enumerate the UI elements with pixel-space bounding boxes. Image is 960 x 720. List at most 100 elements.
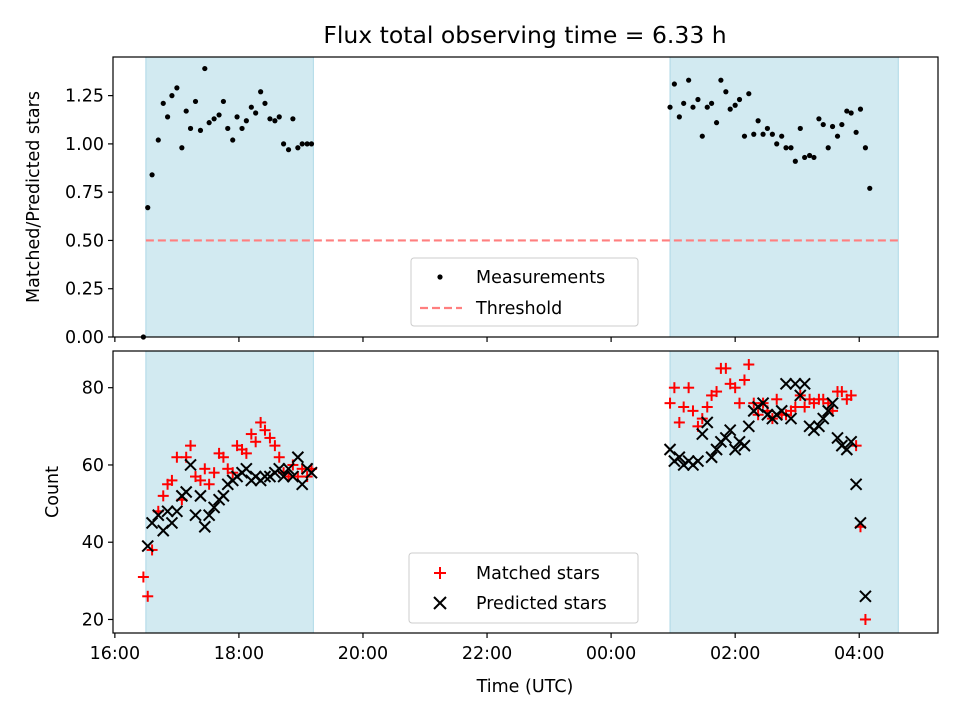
predicted-star-point bbox=[817, 412, 830, 425]
measurement-point bbox=[183, 108, 189, 114]
measurement-point bbox=[746, 91, 752, 97]
measurement-point bbox=[179, 145, 185, 151]
ratio-legend-box bbox=[410, 257, 639, 327]
measurement-point bbox=[848, 110, 854, 116]
matched-star-point bbox=[845, 389, 857, 401]
measurement-point bbox=[792, 158, 798, 164]
measurement-point bbox=[686, 77, 692, 83]
ratio-panel-frame bbox=[112, 56, 939, 338]
predicted-star-point bbox=[691, 454, 705, 468]
x-tick-label: 22:00 bbox=[462, 644, 512, 664]
measurement-point bbox=[220, 98, 227, 105]
measurement-point bbox=[769, 131, 775, 137]
predicted-star-point bbox=[794, 389, 807, 402]
matched-star-point bbox=[208, 467, 220, 479]
predicted-star-point bbox=[194, 489, 207, 503]
measurement-point bbox=[713, 120, 720, 126]
predicted-star-point bbox=[202, 508, 216, 522]
matched-star-point bbox=[859, 613, 871, 625]
measurement-point bbox=[816, 116, 822, 122]
predicted-star-point bbox=[723, 423, 737, 437]
x-tick-label: 04:00 bbox=[834, 644, 884, 664]
measurement-point bbox=[708, 100, 715, 106]
measurement-point bbox=[732, 102, 738, 108]
measurement-point bbox=[820, 121, 826, 128]
count-legend-box bbox=[408, 552, 639, 624]
measurement-point bbox=[723, 89, 729, 95]
measurement-point bbox=[797, 125, 803, 132]
predicted-star-point bbox=[779, 377, 793, 391]
matched-star-point bbox=[194, 474, 206, 486]
predicted-star-point bbox=[189, 508, 202, 522]
measurement-point bbox=[248, 104, 254, 110]
predicted-star-point bbox=[798, 377, 811, 391]
predicted-star-point bbox=[738, 439, 751, 452]
ratio-panel: 0.00 0.25 0.50 0.75 1.00 1.25 Matched/Predict… bbox=[24, 56, 939, 348]
x-tick-label: 02:00 bbox=[710, 644, 760, 664]
matched-star-point bbox=[743, 359, 755, 371]
measurement-point bbox=[751, 131, 757, 137]
matched-star-point bbox=[789, 401, 801, 413]
matched-star-point bbox=[203, 478, 215, 490]
measurement-point bbox=[802, 154, 808, 161]
measurement-point bbox=[290, 116, 296, 122]
measurement-point bbox=[280, 141, 287, 147]
measurement-point bbox=[811, 154, 817, 161]
count-ytick-label: 80 bbox=[82, 379, 104, 399]
measurement-point bbox=[699, 133, 705, 139]
predicted-star-point bbox=[663, 443, 677, 456]
measurement-point bbox=[230, 137, 236, 143]
matched-star-point bbox=[720, 362, 732, 374]
predicted-star-point bbox=[217, 489, 230, 503]
count-ytick-label: 60 bbox=[82, 456, 104, 476]
ratio-ytick-label: 1.25 bbox=[65, 87, 104, 107]
observing-window-1 bbox=[145, 56, 314, 338]
measurement-point bbox=[862, 145, 869, 151]
measurement-point bbox=[718, 77, 724, 83]
measurement-point bbox=[774, 141, 780, 147]
measurement-point bbox=[806, 152, 813, 159]
predicted-star-point bbox=[198, 520, 212, 533]
measurement-point bbox=[690, 104, 696, 110]
measurement-point bbox=[267, 116, 273, 122]
matched-star-point bbox=[664, 397, 676, 409]
predicted-star-point bbox=[277, 470, 290, 483]
predicted-star-point bbox=[170, 505, 184, 518]
predicted-star-point bbox=[821, 404, 835, 418]
legend-matched-label: Matched stars bbox=[476, 564, 600, 584]
predicted-star-point bbox=[145, 516, 159, 530]
matched-star-point bbox=[683, 382, 695, 394]
measurement-point bbox=[243, 118, 249, 124]
matched-star-point bbox=[729, 382, 741, 394]
predicted-star-point bbox=[273, 462, 286, 476]
ratio-ytick-label: 0.50 bbox=[65, 231, 104, 251]
measurement-point bbox=[788, 145, 794, 151]
predicted-star-point bbox=[728, 443, 742, 456]
measurement-point bbox=[681, 100, 687, 106]
measurement-point bbox=[867, 185, 873, 191]
measurement-point bbox=[779, 133, 785, 139]
measurement-point bbox=[145, 205, 151, 211]
predicted-star-point bbox=[184, 458, 197, 472]
count-ytick-label: 40 bbox=[82, 533, 104, 553]
matched-star-point bbox=[137, 571, 149, 583]
matched-star-point bbox=[701, 401, 713, 413]
matched-star-point bbox=[711, 386, 723, 398]
observing-window-2 bbox=[669, 56, 899, 338]
matched-star-point bbox=[171, 451, 183, 463]
measurement-point bbox=[829, 123, 836, 130]
measurement-point bbox=[285, 147, 292, 153]
measurement-point bbox=[760, 131, 766, 137]
predicted-star-point bbox=[141, 539, 154, 553]
predicted-star-point bbox=[240, 462, 253, 476]
ratio-y-axis-label: Matched/Predicted stars bbox=[24, 91, 44, 303]
measurement-point bbox=[727, 106, 733, 112]
measurement-point bbox=[253, 110, 259, 116]
measurement-point bbox=[825, 145, 831, 151]
measurement-point bbox=[844, 108, 850, 114]
matched-star-point bbox=[673, 416, 685, 428]
measurement-point bbox=[169, 93, 175, 99]
predicted-star-point bbox=[286, 470, 300, 483]
predicted-star-point bbox=[673, 451, 686, 464]
